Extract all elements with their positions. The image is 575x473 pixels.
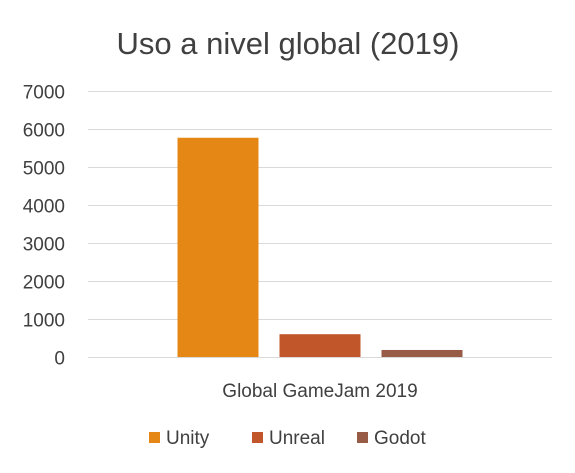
legend-item-unreal: Unreal xyxy=(252,428,325,449)
legend: Unity Unreal Godot xyxy=(149,428,426,449)
bar-godot xyxy=(381,349,463,357)
bar-unity xyxy=(177,137,259,357)
chart-title: Uso a nivel global (2019) xyxy=(117,26,460,61)
y-tick-label: 3000 xyxy=(23,235,65,256)
legend-swatch-unreal xyxy=(252,432,263,443)
y-tick-label: 4000 xyxy=(23,197,65,218)
y-tick-label: 0 xyxy=(54,349,65,370)
legend-label-godot: Godot xyxy=(374,428,426,449)
legend-label-unreal: Unreal xyxy=(269,428,325,449)
bar-unreal xyxy=(279,334,361,357)
legend-swatch-godot xyxy=(357,432,368,443)
y-tick-label: 7000 xyxy=(23,83,65,104)
y-tick-label: 5000 xyxy=(23,159,65,180)
legend-swatch-unity xyxy=(149,432,160,443)
y-axis-tick-labels: 0 1000 2000 3000 4000 5000 6000 7000 xyxy=(23,83,65,370)
x-axis-category-labels: Global GameJam 2019 xyxy=(222,381,417,402)
x-category-label: Global GameJam 2019 xyxy=(222,381,417,402)
y-tick-label: 6000 xyxy=(23,121,65,142)
y-tick-label: 2000 xyxy=(23,273,65,294)
legend-item-godot: Godot xyxy=(357,428,426,449)
y-tick-label: 1000 xyxy=(23,311,65,332)
gridlines xyxy=(88,91,552,358)
legend-label-unity: Unity xyxy=(166,428,210,449)
bars xyxy=(177,137,463,357)
legend-item-unity: Unity xyxy=(149,428,210,449)
